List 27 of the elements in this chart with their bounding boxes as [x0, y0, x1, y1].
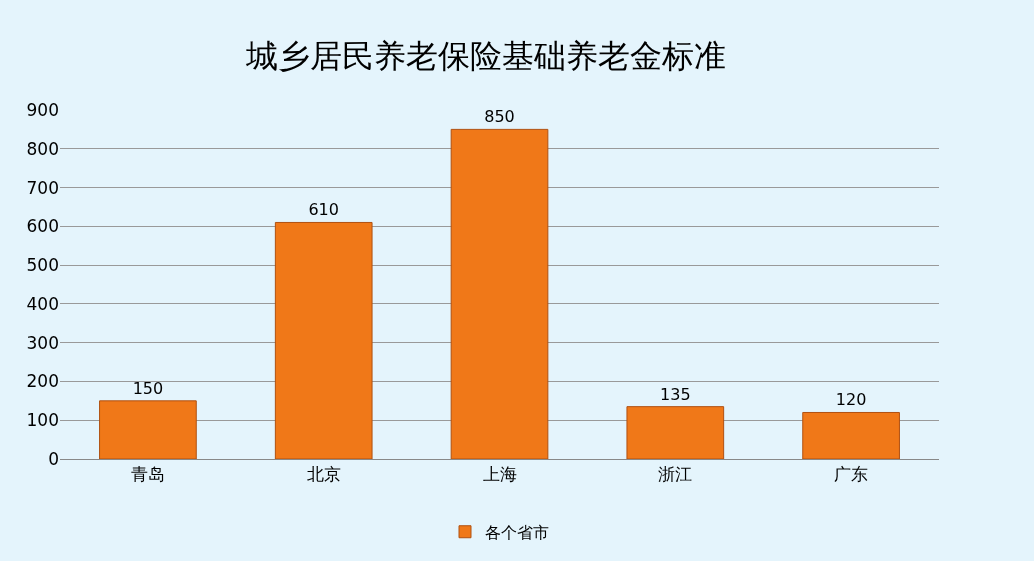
bar — [450, 128, 549, 459]
y-tick-label: 100 — [26, 410, 59, 431]
y-tick-label: 600 — [26, 216, 59, 237]
legend-label: 各个省市 — [485, 522, 549, 542]
y-tick-label: 400 — [26, 293, 59, 314]
y-tick-label: 900 — [26, 99, 59, 120]
data-label: 150 — [132, 378, 164, 398]
data-label: 135 — [660, 384, 691, 404]
data-label: 610 — [308, 200, 339, 220]
x-tick-label: 浙江 — [658, 464, 693, 485]
bar — [626, 406, 725, 459]
x-tick-label: 北京 — [306, 464, 341, 485]
x-tick-label: 上海 — [482, 464, 517, 485]
data-label: 850 — [484, 107, 515, 127]
bar — [99, 400, 197, 459]
chart-title: 城乡居民养老保险基础养老金标准 — [244, 37, 726, 76]
bar — [802, 411, 900, 459]
x-tick-label: 广东 — [834, 464, 869, 485]
y-tick-label: 500 — [26, 255, 59, 276]
y-tick-label: 800 — [26, 138, 59, 159]
y-tick-label: 200 — [26, 371, 59, 392]
y-tick-label: 300 — [26, 332, 59, 353]
bar — [274, 221, 373, 459]
data-label: 120 — [835, 390, 867, 410]
y-tick-label: 0 — [48, 448, 59, 469]
x-tick-label: 青岛 — [130, 464, 165, 485]
y-tick-label: 700 — [26, 177, 59, 198]
